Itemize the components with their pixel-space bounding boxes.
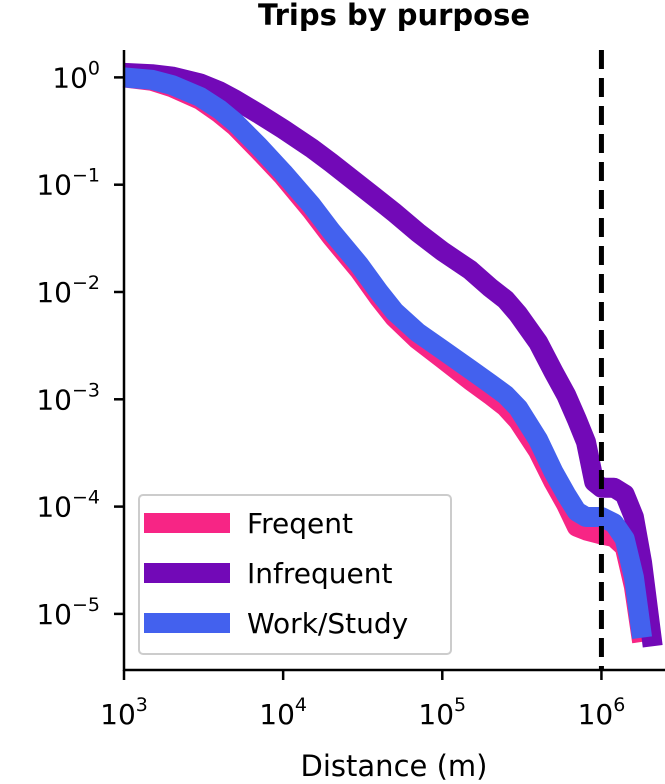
y-tick-label: 10−2 xyxy=(36,272,100,309)
legend-swatch-3 xyxy=(144,613,230,633)
y-tick-label: 10−5 xyxy=(36,594,100,631)
legend-swatch-2 xyxy=(144,563,230,583)
y-tick-exponent: −5 xyxy=(72,594,100,616)
x-tick-label: 103 xyxy=(100,694,148,731)
x-tick-exponent: 5 xyxy=(454,694,466,716)
legend: Freqent Infrequent Work/Study xyxy=(138,494,452,655)
x-tick-base: 10 xyxy=(578,698,614,731)
y-tick-base: 10 xyxy=(36,169,72,202)
axes xyxy=(122,50,665,672)
series-line-3 xyxy=(123,67,653,640)
legend-label-2: Infrequent xyxy=(247,557,392,590)
y-tick-base: 10 xyxy=(36,598,72,631)
y-tick-exponent: 0 xyxy=(88,57,100,79)
x-tick-label: 105 xyxy=(418,694,466,731)
y-tick-label: 10−1 xyxy=(36,165,100,202)
y-tick-base: 10 xyxy=(36,276,72,309)
y-tick-exponent: −4 xyxy=(72,487,100,509)
y-tick-exponent: −1 xyxy=(72,165,100,187)
legend-label-3: Work/Study xyxy=(247,607,408,640)
x-tick-base: 10 xyxy=(259,698,295,731)
y-tick-label: 10−4 xyxy=(36,487,100,524)
y-tick-exponent: −2 xyxy=(72,272,100,294)
x-tick-base: 10 xyxy=(100,698,136,731)
y-tick-base: 10 xyxy=(36,491,72,524)
y-tick-label: 100 xyxy=(52,57,100,94)
x-tick-base: 10 xyxy=(418,698,454,731)
x-tick-exponent: 4 xyxy=(295,694,307,716)
x-tick-label: 104 xyxy=(259,694,307,731)
y-tick-exponent: −3 xyxy=(72,379,100,401)
x-tick-exponent: 3 xyxy=(136,694,148,716)
legend-swatch-1 xyxy=(144,513,230,533)
chart-title: Trips by purpose xyxy=(258,0,530,32)
y-tick-label: 10−3 xyxy=(36,379,100,416)
x-axis-label: Distance (m) xyxy=(301,749,488,783)
legend-label-1: Freqent xyxy=(247,507,353,540)
x-tick-label: 106 xyxy=(578,694,626,731)
y-tick-base: 10 xyxy=(52,61,88,94)
x-tick-exponent: 6 xyxy=(613,694,625,716)
y-tick-base: 10 xyxy=(36,383,72,416)
